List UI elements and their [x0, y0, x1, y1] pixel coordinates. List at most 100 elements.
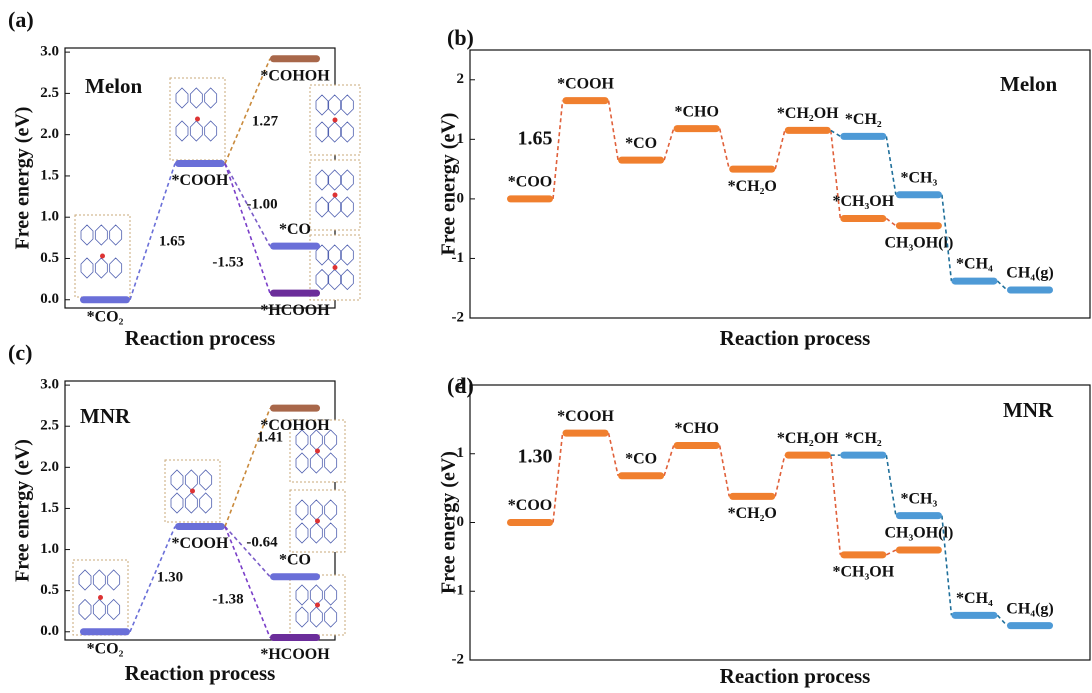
y-tick-label: -2 — [452, 651, 465, 667]
x-axis-label: Reaction process — [720, 326, 871, 350]
connector — [720, 446, 730, 497]
energy-level — [951, 612, 997, 619]
energy-level — [951, 278, 997, 285]
level-label: *COOH — [172, 172, 229, 189]
y-axis-label: Free energy (eV) — [12, 107, 34, 250]
level-label: *COOH — [557, 75, 614, 92]
panel-title: MNR — [1003, 398, 1054, 422]
energy-level — [896, 512, 942, 519]
energy-change: 1.41 — [257, 429, 283, 445]
level-label: *CH₂ — [845, 430, 882, 447]
connector — [775, 455, 785, 496]
y-tick-label: 1.0 — [40, 209, 59, 225]
panel-label: (a) — [8, 7, 34, 32]
level-label: *CHO — [674, 103, 718, 120]
energy-level — [729, 493, 775, 500]
y-tick-label: 2 — [457, 71, 465, 87]
energy-level — [270, 405, 320, 412]
level-label: CH₄(g) — [1006, 600, 1053, 617]
energy-change: -1.53 — [212, 254, 243, 270]
connector — [664, 446, 674, 476]
y-tick-label: -2 — [452, 309, 465, 325]
page: (a) Melon Reaction process Free energy (eV)… — [0, 0, 1092, 693]
structure-atom — [315, 603, 320, 608]
energy-level — [270, 634, 320, 641]
level-label: *CH₄ — [956, 256, 993, 273]
level-label: *CHO — [674, 420, 718, 437]
level-label: *CO — [279, 221, 311, 238]
energy-level — [563, 97, 609, 104]
energy-level — [674, 125, 720, 132]
connector — [130, 164, 175, 300]
connector — [225, 164, 270, 294]
x-axis-label: Reaction process — [125, 326, 276, 350]
energy-level — [175, 523, 225, 530]
energy-level — [507, 195, 553, 202]
y-tick-label: 0.5 — [40, 250, 59, 266]
y-tick-label: 1.5 — [40, 500, 59, 516]
y-tick-label: -1 — [452, 583, 465, 599]
level-label: *CH₂OH — [777, 105, 839, 122]
y-tick-label: 2.0 — [40, 459, 59, 475]
energy-level — [896, 547, 942, 554]
energy-level — [674, 442, 720, 449]
energy-level — [563, 430, 609, 437]
structure-atom — [315, 519, 320, 524]
energy-level — [270, 243, 320, 250]
level-label: *CO — [279, 551, 311, 568]
energy-level — [785, 127, 831, 134]
energy-level — [80, 628, 130, 635]
energy-level — [840, 133, 886, 140]
energy-change: -0.64 — [246, 534, 278, 550]
y-tick-label: 2.0 — [40, 126, 59, 142]
level-label: *CH₂ — [845, 111, 882, 128]
level-label: *CH₂O — [728, 505, 777, 522]
energy-level — [80, 296, 130, 303]
y-tick-label: 1 — [457, 131, 465, 147]
level-label: *CH₃ — [900, 169, 937, 186]
level-label: *COHOH — [260, 67, 330, 84]
y-tick-label: 2.5 — [40, 85, 59, 101]
level-label: CH₃OH(l) — [884, 234, 953, 251]
level-label: *HCOOH — [260, 646, 330, 663]
connector — [609, 433, 619, 476]
y-tick-label: 0.5 — [40, 582, 59, 598]
energy-level — [1007, 622, 1053, 629]
energy-level — [896, 222, 942, 229]
level-label: *COO — [508, 497, 552, 514]
panel-label: (b) — [447, 25, 474, 50]
panel-title: Melon — [1000, 72, 1057, 96]
energy-change: 1.30 — [518, 446, 553, 468]
structure-atom — [100, 254, 105, 259]
energy-level — [618, 472, 664, 479]
level-label: *CO — [625, 135, 657, 152]
y-tick-label: 1.0 — [40, 541, 59, 557]
energy-level — [270, 573, 320, 580]
level-label: *CO₂ — [87, 308, 124, 325]
structure-atom — [333, 118, 338, 123]
level-label: *CH₃OH — [832, 563, 894, 580]
energy-level — [896, 191, 942, 198]
connector — [553, 101, 563, 199]
y-tick-label: 1 — [457, 445, 465, 461]
structure-atom — [315, 449, 320, 454]
y-tick-label: -1 — [452, 250, 465, 266]
level-label: *COOH — [557, 408, 614, 425]
y-tick-label: 0 — [457, 190, 465, 206]
level-label: *HCOOH — [260, 302, 330, 319]
structure-atom — [190, 489, 195, 494]
connector — [886, 136, 896, 194]
connector — [553, 433, 563, 522]
energy-level — [618, 157, 664, 164]
y-axis-label: Free energy (eV) — [12, 439, 34, 582]
plot-frame — [470, 385, 1090, 660]
y-tick-label: 0.0 — [40, 291, 59, 307]
level-label: *CH₂OH — [777, 430, 839, 447]
level-label: *COO — [508, 174, 552, 191]
energy-change: 1.30 — [157, 569, 183, 585]
energy-level — [270, 55, 320, 62]
connector — [997, 281, 1007, 290]
connector — [609, 101, 619, 161]
structure-atom — [333, 193, 338, 198]
y-tick-label: 2 — [457, 376, 465, 392]
